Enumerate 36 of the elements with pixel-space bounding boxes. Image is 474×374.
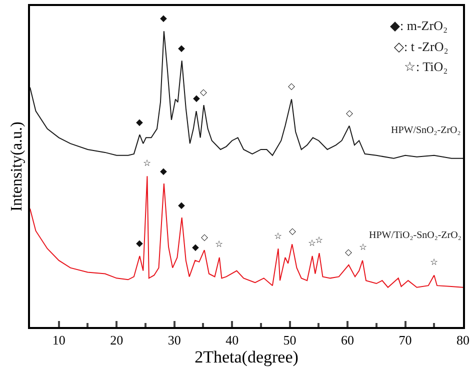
- x-tick-label: 50: [283, 332, 296, 348]
- annotation: ☆: [315, 236, 324, 246]
- annotation: ◆: [160, 14, 167, 24]
- annotation: ◇: [201, 233, 208, 243]
- annotation: ◆: [193, 94, 200, 104]
- annotation: ◆: [192, 243, 199, 253]
- annotation: ◇: [345, 248, 352, 258]
- y-axis-title: Intensity(a.u.): [8, 122, 26, 212]
- x-tick-label: 80: [456, 332, 470, 348]
- annotation: ☆: [215, 240, 224, 250]
- x-tick-label: 40: [226, 332, 239, 348]
- text: HPW/TiO₂-SnO₂-ZrO₂: [369, 230, 462, 241]
- text: HPW/SnO₂-ZrO₂: [391, 125, 461, 136]
- annotation: ◆: [178, 44, 185, 54]
- x-axis-title: 2Theta(degree): [194, 348, 298, 367]
- annotation: ◇: [288, 82, 295, 92]
- annotation: ◇: t -ZrO₂: [394, 39, 448, 54]
- annotation: ◆: [160, 167, 167, 177]
- x-tick-label: 70: [398, 332, 412, 348]
- annotation: ◇: [289, 227, 296, 237]
- annotation: ◆: [136, 118, 143, 128]
- annotation: ◆: [178, 201, 185, 211]
- annotation: ◇: [346, 109, 353, 119]
- annotation: ◇: [200, 88, 207, 98]
- x-tick-label: 30: [168, 332, 181, 348]
- annotation: ☆: [359, 243, 368, 253]
- annotation: ☆: [430, 258, 438, 268]
- x-tick-label: 10: [52, 332, 66, 348]
- annotation: ☆: [308, 239, 316, 249]
- annotation: ◆: [136, 239, 143, 249]
- annotation: ◆: m-ZrO₂: [390, 18, 448, 33]
- annotation: ☆: [143, 159, 152, 169]
- annotation: ☆: [274, 232, 282, 242]
- x-tick-label: 60: [341, 332, 354, 348]
- annotation: ☆: TiO₂: [404, 59, 448, 74]
- x-tick-label: 20: [110, 332, 124, 348]
